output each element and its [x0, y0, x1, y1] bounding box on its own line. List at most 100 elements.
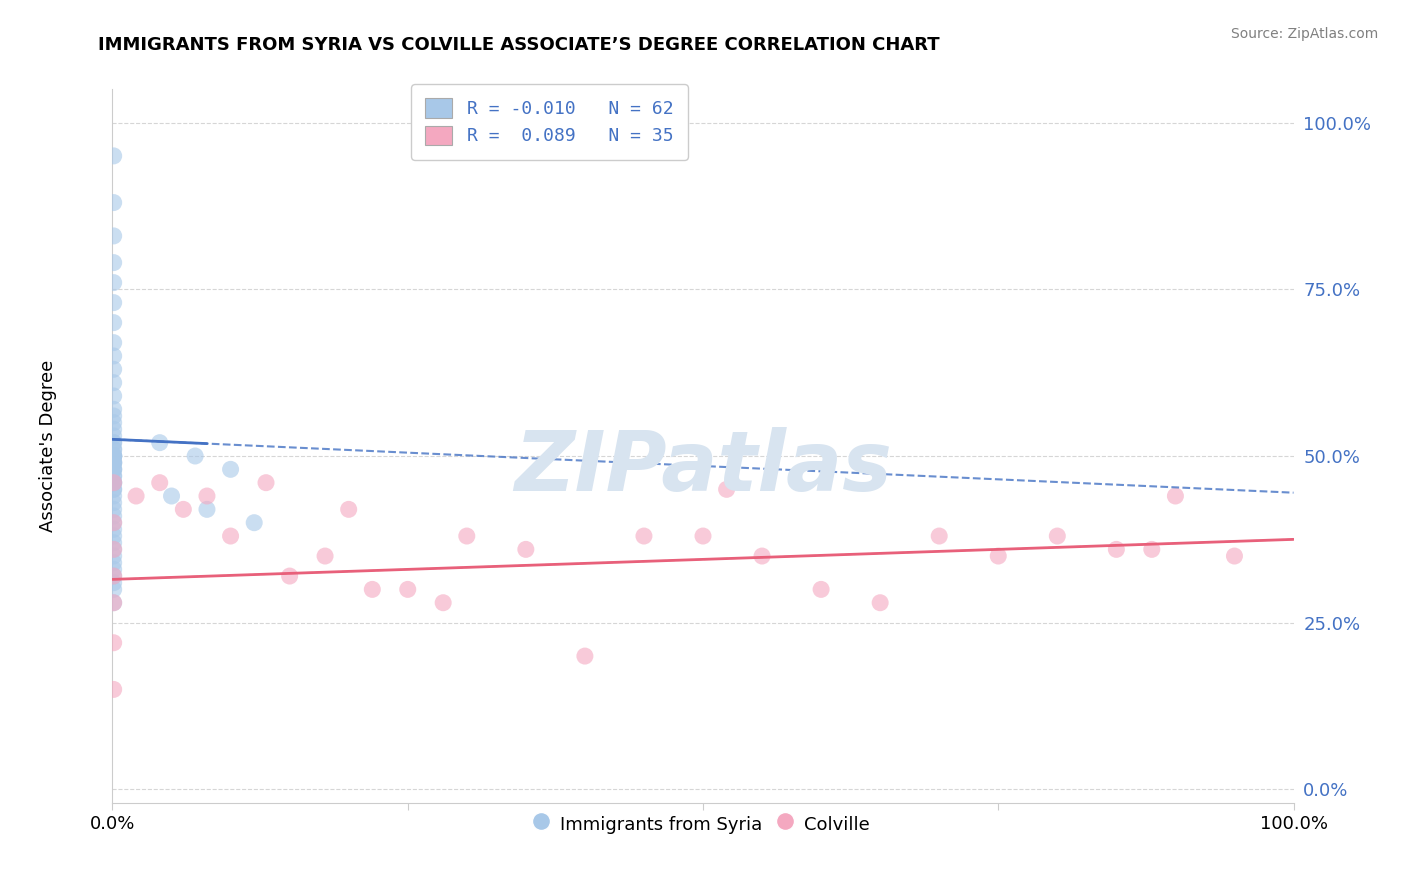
Point [103, 569, 125, 583]
Point [103, 435, 125, 450]
Point [692, 529, 714, 543]
Point [103, 569, 125, 583]
Point [103, 516, 125, 530]
Point [103, 442, 125, 457]
Point [103, 575, 125, 590]
Point [103, 529, 125, 543]
Point [1164, 489, 1187, 503]
Point [361, 582, 384, 597]
Point [103, 682, 125, 697]
Point [103, 535, 125, 549]
Point [103, 475, 125, 490]
Point [103, 509, 125, 524]
Point [716, 483, 738, 497]
Point [103, 409, 125, 423]
Text: IMMIGRANTS FROM SYRIA VS COLVILLE ASSOCIATE’S DEGREE CORRELATION CHART: IMMIGRANTS FROM SYRIA VS COLVILLE ASSOCI… [98, 36, 941, 54]
Point [103, 335, 125, 350]
Point [195, 502, 218, 516]
Point [103, 562, 125, 576]
Point [149, 475, 172, 490]
Point [184, 449, 207, 463]
Point [103, 449, 125, 463]
Point [103, 502, 125, 516]
Point [160, 489, 183, 503]
Point [103, 422, 125, 436]
Point [103, 449, 125, 463]
Point [103, 295, 125, 310]
Point [103, 462, 125, 476]
Point [396, 582, 419, 597]
Point [103, 542, 125, 557]
Point [456, 529, 478, 543]
Point [103, 402, 125, 417]
Y-axis label: Associate's Degree: Associate's Degree [39, 359, 56, 533]
Point [254, 475, 277, 490]
Point [103, 475, 125, 490]
Point [314, 549, 336, 563]
Point [103, 349, 125, 363]
Point [103, 522, 125, 536]
Point [103, 475, 125, 490]
Point [103, 496, 125, 510]
Point [103, 456, 125, 470]
Point [103, 556, 125, 570]
Point [278, 569, 301, 583]
Point [103, 462, 125, 476]
Point [103, 255, 125, 269]
Point [103, 316, 125, 330]
Point [103, 442, 125, 457]
Text: ZIPatlas: ZIPatlas [515, 427, 891, 508]
Legend: Immigrants from Syria, Colville: Immigrants from Syria, Colville [527, 804, 879, 844]
Point [103, 195, 125, 210]
Point [103, 483, 125, 497]
Point [574, 649, 596, 664]
Point [103, 228, 125, 243]
Point [103, 449, 125, 463]
Point [751, 549, 773, 563]
Point [1140, 542, 1163, 557]
Point [219, 462, 242, 476]
Point [103, 582, 125, 597]
Point [103, 449, 125, 463]
Point [103, 469, 125, 483]
Point [172, 502, 194, 516]
Point [103, 429, 125, 443]
Point [103, 389, 125, 403]
Point [1105, 542, 1128, 557]
Point [987, 549, 1010, 563]
Point [103, 542, 125, 557]
Point [928, 529, 950, 543]
Point [103, 549, 125, 563]
Text: Source: ZipAtlas.com: Source: ZipAtlas.com [1230, 27, 1378, 41]
Point [243, 516, 266, 530]
Point [103, 149, 125, 163]
Point [103, 596, 125, 610]
Point [103, 456, 125, 470]
Point [103, 362, 125, 376]
Point [103, 276, 125, 290]
Point [219, 529, 242, 543]
Point [1223, 549, 1246, 563]
Point [869, 596, 891, 610]
Point [103, 636, 125, 650]
Point [337, 502, 360, 516]
Point [103, 416, 125, 430]
Point [103, 469, 125, 483]
Point [103, 456, 125, 470]
Point [515, 542, 537, 557]
Point [195, 489, 218, 503]
Point [103, 435, 125, 450]
Point [103, 483, 125, 497]
Point [103, 456, 125, 470]
Point [103, 516, 125, 530]
Point [810, 582, 832, 597]
Point [103, 475, 125, 490]
Point [149, 435, 172, 450]
Point [125, 489, 148, 503]
Point [1046, 529, 1069, 543]
Point [103, 462, 125, 476]
Point [103, 489, 125, 503]
Point [633, 529, 655, 543]
Point [103, 376, 125, 390]
Point [432, 596, 454, 610]
